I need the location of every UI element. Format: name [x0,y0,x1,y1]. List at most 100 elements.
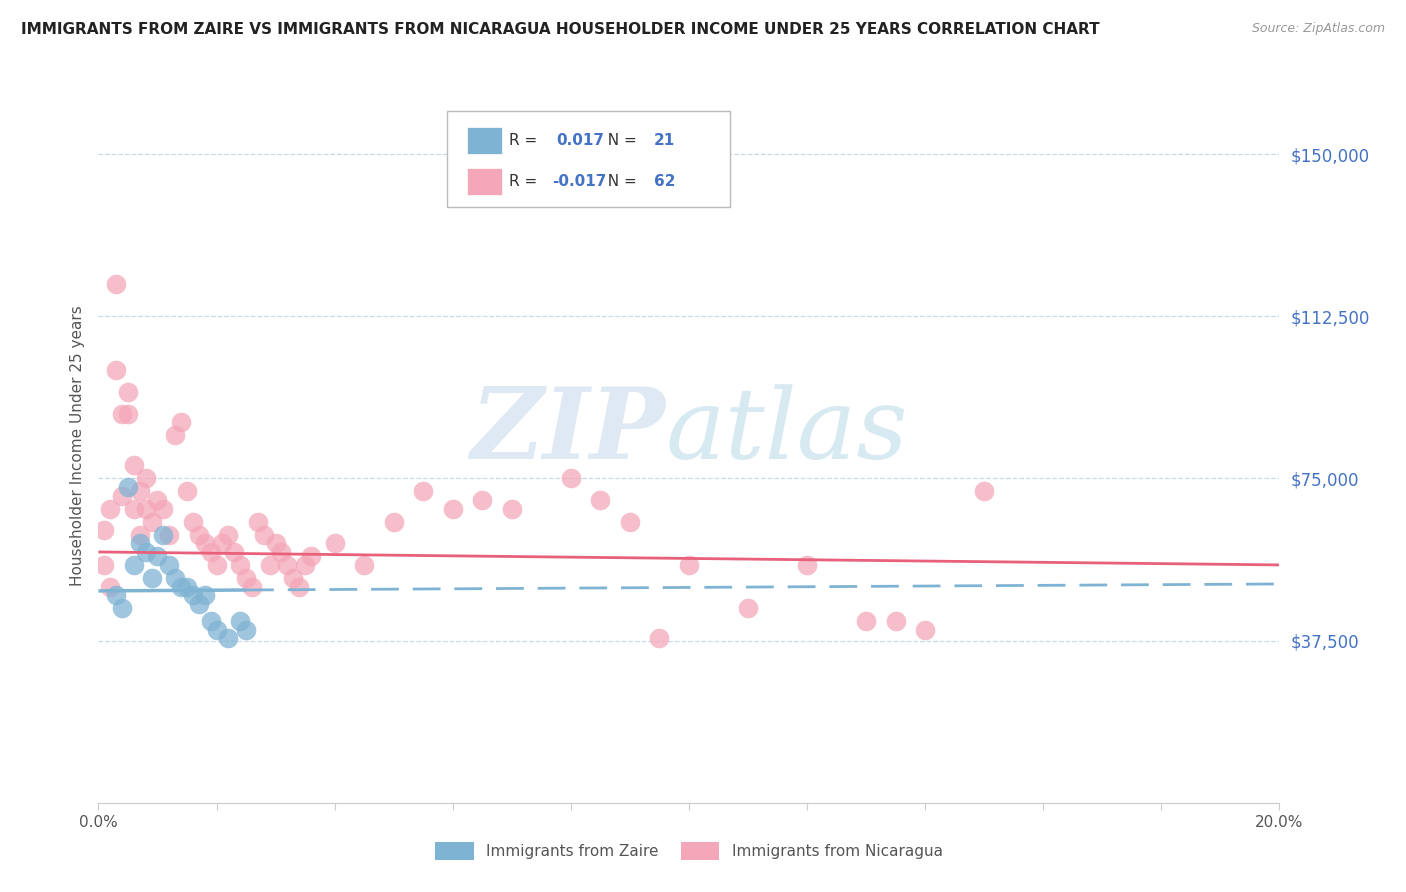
Point [152,501,174,516]
Point [194,588,217,602]
Point [146,549,169,564]
Point [648,632,671,646]
Point [246,515,269,529]
Point [973,484,995,499]
Point [205,558,228,572]
Point [165,428,187,442]
Point [170,415,193,429]
Point [98,501,121,516]
Point [264,536,287,550]
FancyBboxPatch shape [467,169,502,195]
Point [146,493,169,508]
Point [135,545,157,559]
Point [176,580,198,594]
Point [589,493,612,508]
Point [560,471,582,485]
Point [382,515,405,529]
Point [117,407,139,421]
Point [200,614,222,628]
Point [117,384,139,399]
Point [105,588,128,602]
Text: 21: 21 [654,133,675,148]
Point [105,363,128,377]
Point [128,527,150,541]
Point [796,558,818,572]
Point [224,545,246,559]
Point [165,571,187,585]
Point [181,588,204,602]
Point [294,558,316,572]
FancyBboxPatch shape [467,128,502,154]
Point [98,580,121,594]
Point [170,580,193,594]
Point [187,527,209,541]
Text: atlas: atlas [665,384,908,479]
Point [105,277,128,291]
Point [181,515,204,529]
Point [205,623,228,637]
Point [200,545,222,559]
Point [323,536,346,550]
Point [117,480,139,494]
Point [253,527,276,541]
Point [93,524,115,538]
Point [353,558,375,572]
Point [737,601,759,615]
Point [157,558,180,572]
Point [128,536,150,550]
Text: 0.017: 0.017 [557,133,605,148]
Point [283,571,305,585]
Point [471,493,494,508]
Point [194,536,217,550]
Text: N =: N = [598,133,641,148]
Y-axis label: Householder Income Under 25 years: Householder Income Under 25 years [69,306,84,586]
Point [187,597,209,611]
Point [128,484,150,499]
Text: -0.017: -0.017 [553,174,606,189]
Point [678,558,700,572]
Point [152,527,174,541]
Point [229,558,252,572]
Text: ZIP: ZIP [471,384,665,480]
Point [235,571,257,585]
Point [211,536,233,550]
Point [884,614,907,628]
Text: R =: R = [509,133,543,148]
Point [122,501,145,516]
Point [141,571,163,585]
Point [259,558,281,572]
Point [299,549,322,564]
Point [111,601,134,615]
Point [229,614,252,628]
Text: R =: R = [509,174,543,189]
Point [122,558,145,572]
Point [619,515,641,529]
Point [111,489,134,503]
FancyBboxPatch shape [447,111,730,207]
Point [441,501,464,516]
Point [111,407,134,421]
Point [270,545,292,559]
Point [141,515,163,529]
Point [276,558,298,572]
Text: Source: ZipAtlas.com: Source: ZipAtlas.com [1251,22,1385,36]
Point [217,632,239,646]
Point [288,580,311,594]
Point [501,501,523,516]
Text: IMMIGRANTS FROM ZAIRE VS IMMIGRANTS FROM NICARAGUA HOUSEHOLDER INCOME UNDER 25 Y: IMMIGRANTS FROM ZAIRE VS IMMIGRANTS FROM… [21,22,1099,37]
Point [855,614,877,628]
Point [122,458,145,473]
Point [240,580,263,594]
Point [176,484,198,499]
Point [412,484,434,499]
Point [135,471,157,485]
Point [135,501,157,516]
Legend: Immigrants from Zaire, Immigrants from Nicaragua: Immigrants from Zaire, Immigrants from N… [429,836,949,866]
Point [217,527,239,541]
Text: N =: N = [598,174,641,189]
Point [93,558,115,572]
Point [157,527,180,541]
Text: 62: 62 [654,174,675,189]
Point [914,623,936,637]
Point [235,623,257,637]
